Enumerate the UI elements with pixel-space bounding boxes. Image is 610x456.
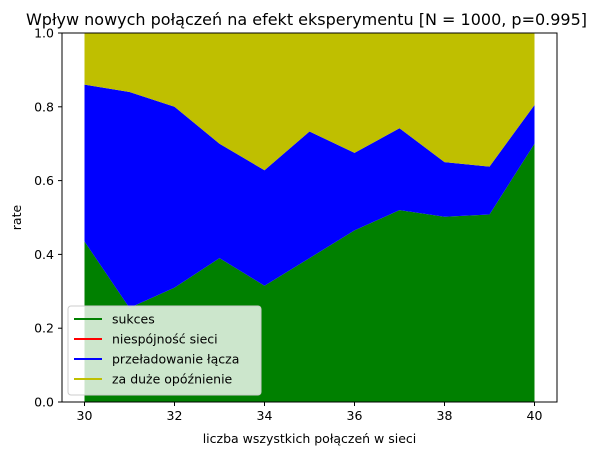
x-tick-label: 34 xyxy=(257,408,273,423)
legend-entry: za duże opóźnienie xyxy=(112,372,233,387)
legend-entry: przeładowanie łącza xyxy=(112,352,239,367)
plot-frame xyxy=(61,32,558,403)
x-tick-label: 36 xyxy=(347,408,363,423)
y-axis: 0.0 0.2 0.4 0.6 0.8 1.0 xyxy=(34,26,62,410)
x-tick-label: 32 xyxy=(167,408,183,423)
area-2 xyxy=(84,84,535,308)
x-tick-label: 40 xyxy=(527,408,543,423)
y-tick-label: 0.8 xyxy=(34,99,54,114)
area-3 xyxy=(84,33,535,171)
legend-box xyxy=(67,305,262,396)
y-tick-label: 0.0 xyxy=(34,395,54,410)
legend: sukces niespójność sieci przeładowanie łąc… xyxy=(67,305,262,396)
x-axis: 30 32 34 36 38 40 xyxy=(77,402,543,423)
x-tick-label: 38 xyxy=(437,408,453,423)
x-tick-label: 30 xyxy=(77,408,93,423)
legend-entry: sukces xyxy=(112,312,155,327)
y-axis-label: rate xyxy=(9,204,24,230)
x-axis-label: liczba wszystkich połączeń w sieci xyxy=(203,431,417,446)
y-tick-label: 0.6 xyxy=(34,173,54,188)
y-tick-label: 0.4 xyxy=(34,247,54,262)
y-tick-label: 1.0 xyxy=(34,26,54,41)
y-tick-label: 0.2 xyxy=(34,321,54,336)
chart-title: Wpływ nowych połączeń na efekt eksperyme… xyxy=(26,10,587,29)
legend-entry: niespójność sieci xyxy=(112,332,218,347)
